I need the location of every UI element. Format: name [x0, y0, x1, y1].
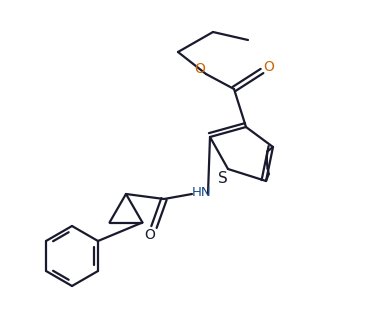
Text: O: O — [263, 60, 275, 74]
Text: O: O — [145, 228, 155, 242]
Text: HN: HN — [192, 185, 212, 199]
Text: O: O — [194, 62, 206, 76]
Text: S: S — [218, 170, 228, 185]
